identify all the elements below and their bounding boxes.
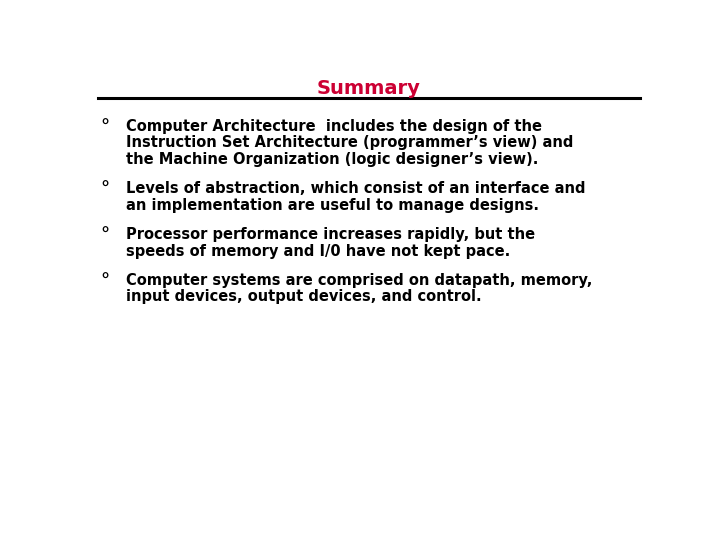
Text: °: ° [100,273,109,291]
Text: Summary: Summary [317,79,421,98]
Text: speeds of memory and I/0 have not kept pace.: speeds of memory and I/0 have not kept p… [126,244,510,259]
Text: an implementation are useful to manage designs.: an implementation are useful to manage d… [126,198,539,213]
Text: Levels of abstraction, which consist of an interface and: Levels of abstraction, which consist of … [126,181,586,196]
Text: Processor performance increases rapidly, but the: Processor performance increases rapidly,… [126,227,536,242]
Text: the Machine Organization (logic designer’s view).: the Machine Organization (logic designer… [126,152,539,167]
Text: °: ° [100,119,109,137]
Text: input devices, output devices, and control.: input devices, output devices, and contr… [126,289,482,305]
Text: Computer systems are comprised on datapath, memory,: Computer systems are comprised on datapa… [126,273,593,288]
Text: °: ° [100,227,109,245]
Text: Computer Architecture  includes the design of the: Computer Architecture includes the desig… [126,119,542,134]
Text: Instruction Set Architecture (programmer’s view) and: Instruction Set Architecture (programmer… [126,136,574,151]
Text: °: ° [100,181,109,199]
